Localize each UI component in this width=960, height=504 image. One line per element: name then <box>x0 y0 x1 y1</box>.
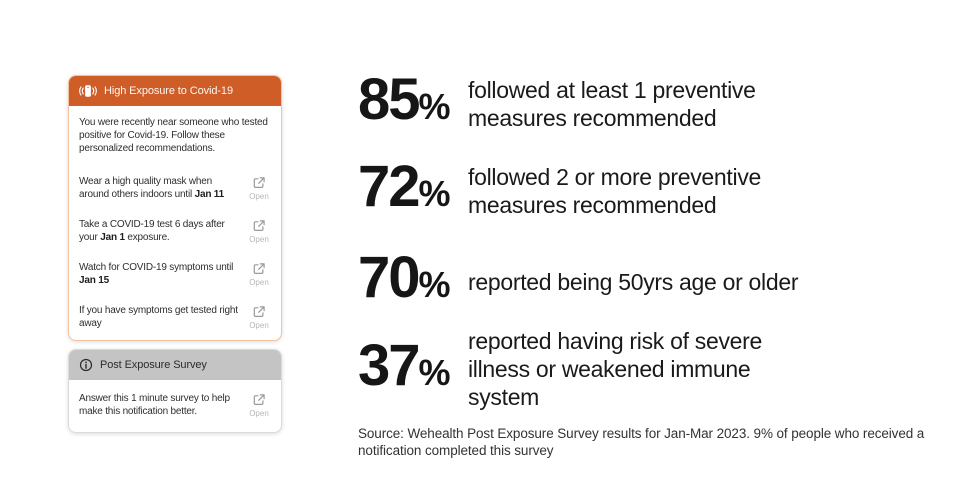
open-label[interactable]: Open <box>249 235 269 244</box>
info-icon <box>79 358 93 372</box>
text-segment: Wear a high quality mask when around oth… <box>79 176 212 200</box>
recommendation-text: Wear a high quality mask when around oth… <box>79 175 241 201</box>
external-link-icon[interactable] <box>252 176 266 190</box>
text-segment: If you have symptoms get tested right aw… <box>79 305 238 329</box>
stat-description-line: followed at least 1 preventive <box>468 76 756 103</box>
stat-description-line: illness or weakened immune <box>468 356 751 382</box>
percent-sign: % <box>418 264 451 305</box>
survey-card-title: Post Exposure Survey <box>100 359 207 371</box>
survey-text: Answer this 1 minute survey to help make… <box>79 393 230 417</box>
open-link-tested[interactable]: Open <box>246 304 272 331</box>
external-link-icon[interactable] <box>252 219 266 233</box>
recommendation-item-test: Take a COVID-19 test 6 days after your J… <box>79 218 272 245</box>
exposure-notification-card: High Exposure to Covid-19 You were recen… <box>68 75 282 341</box>
survey-card: Post Exposure Survey Answer this 1 minut… <box>68 349 282 433</box>
open-label[interactable]: Open <box>249 409 269 418</box>
stat-number: 37 <box>358 332 420 398</box>
stat-description-line: reported having risk of severe <box>468 328 762 354</box>
notification-preview-panel: High Exposure to Covid-19 You were recen… <box>68 75 282 433</box>
stat-number: 85 <box>358 67 420 132</box>
source-note: Source: Wehealth Post Exposure Survey re… <box>358 426 925 458</box>
stat-description: followed at least 1 preventive measures … <box>468 76 756 132</box>
open-link-test[interactable]: Open <box>246 218 272 245</box>
stat-description: reported being 50yrs age or older <box>468 268 799 296</box>
percent-sign: % <box>418 173 451 214</box>
open-link-mask[interactable]: Open <box>246 175 272 202</box>
date-highlight: Jan 11 <box>194 189 225 200</box>
stat-description: reported having risk of severe illness o… <box>468 327 762 411</box>
stat-value: 70% <box>358 249 460 313</box>
text-segment: exposure. <box>124 232 170 243</box>
percent-sign: % <box>418 86 451 127</box>
date-highlight: Jan 1 <box>100 232 125 243</box>
open-link-symptoms[interactable]: Open <box>246 261 272 288</box>
open-label[interactable]: Open <box>249 321 269 330</box>
recommendation-text: Take a COVID-19 test 6 days after your J… <box>79 218 241 244</box>
stat-description-line: measures recommended <box>468 104 717 131</box>
exposure-card-body: You were recently near someone who teste… <box>69 106 281 340</box>
stat-value: 85% <box>358 71 460 135</box>
external-link-icon[interactable] <box>252 393 266 407</box>
recommendation-item-symptoms: Watch for COVID-19 symptoms until Jan 15… <box>79 261 272 288</box>
survey-card-body: Answer this 1 minute survey to help make… <box>69 380 281 432</box>
stat-description: followed 2 or more preventive measures r… <box>468 163 761 219</box>
open-label[interactable]: Open <box>249 278 269 287</box>
exposure-card-title: High Exposure to Covid-19 <box>104 85 233 97</box>
open-link-survey[interactable]: Open <box>246 392 272 419</box>
text-segment: Watch for COVID-19 symptoms until <box>79 262 234 273</box>
recommendation-text: Watch for COVID-19 symptoms until Jan 15 <box>79 261 241 287</box>
external-link-icon[interactable] <box>252 305 266 319</box>
recommendation-item-tested: If you have symptoms get tested right aw… <box>79 304 272 331</box>
percent-sign: % <box>418 351 451 393</box>
vibrating-phone-icon <box>79 85 97 97</box>
recommendation-item-mask: Wear a high quality mask when around oth… <box>79 175 272 202</box>
external-link-icon[interactable] <box>252 262 266 276</box>
date-highlight: Jan 15 <box>79 275 109 286</box>
stat-description-line: measures recommended <box>468 191 717 218</box>
stat-description-line: followed 2 or more preventive <box>468 163 762 190</box>
stat-number: 72 <box>358 154 420 219</box>
open-label[interactable]: Open <box>249 192 269 201</box>
stat-value: 72% <box>358 158 460 222</box>
stats-panel: 85% followed at least 1 preventive measu… <box>358 71 938 459</box>
stat-row-70: 70% reported being 50yrs age or older <box>358 249 938 313</box>
stat-row-85: 85% followed at least 1 preventive measu… <box>358 71 938 135</box>
stat-description-line: system <box>468 384 540 410</box>
stat-row-37: 37% reported having risk of severe illne… <box>358 327 938 411</box>
stat-description-line: reported being 50yrs age or older <box>468 268 799 295</box>
exposure-intro-text: You were recently near someone who teste… <box>79 117 268 154</box>
exposure-card-header: High Exposure to Covid-19 <box>69 76 281 106</box>
stat-row-72: 72% followed 2 or more preventive measur… <box>358 158 938 222</box>
stat-value: 37% <box>358 336 460 401</box>
survey-card-header: Post Exposure Survey <box>69 350 281 380</box>
text-segment: Take a COVID-19 test 6 days after your <box>79 219 225 243</box>
recommendation-text: If you have symptoms get tested right aw… <box>79 304 241 330</box>
stat-number: 70 <box>358 245 420 310</box>
